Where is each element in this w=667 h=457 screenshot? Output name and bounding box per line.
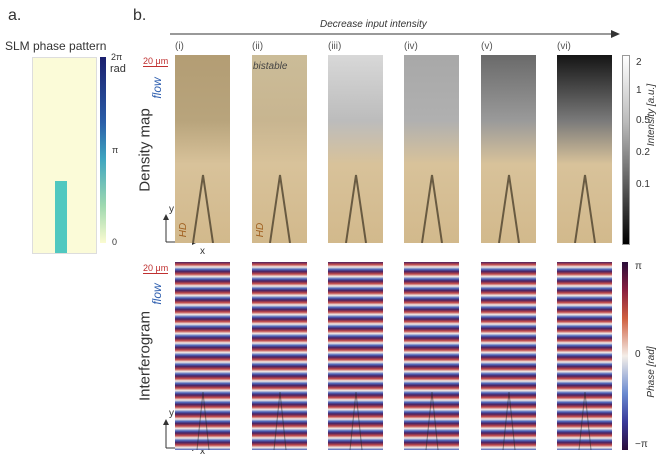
row-label: Density map	[136, 108, 154, 192]
interferogram	[557, 262, 612, 450]
colorbar-tick: 0	[112, 237, 118, 247]
arrow	[170, 30, 620, 38]
interferogram-defect	[273, 391, 287, 450]
hd-label: HD	[255, 222, 266, 238]
colorbar-tick: 0.2	[636, 147, 650, 158]
annotation: bistable	[253, 61, 288, 72]
density-dip	[345, 174, 367, 243]
column-label: (v)	[481, 41, 493, 52]
panel-label: b.	[133, 7, 147, 24]
column-label: (i)	[175, 41, 184, 52]
phase-bar	[55, 181, 67, 253]
panel-title: SLM phase pattern	[5, 39, 107, 53]
interferogram-defect	[578, 391, 592, 450]
column-label: (vi)	[557, 41, 571, 52]
column-label: (iii)	[328, 41, 342, 52]
phase-pattern	[32, 57, 97, 254]
scale-bar: 20 μm	[143, 263, 169, 274]
colorbar-tick: 0.5	[636, 115, 650, 126]
colorbar-unit: rad	[110, 63, 126, 75]
scale-bar: 20 μm	[143, 56, 169, 67]
density-map	[557, 55, 612, 243]
phase-colorbar	[622, 262, 628, 450]
density-map	[252, 55, 307, 243]
colorbar	[100, 57, 106, 243]
density-dip	[498, 174, 520, 243]
axis-label: y	[169, 408, 174, 419]
row-label: Interferogram	[136, 310, 154, 402]
panel-label: a.	[8, 7, 22, 24]
density-dip	[421, 174, 443, 243]
interferogram-defect	[196, 391, 210, 450]
colorbar-tick: −π	[635, 439, 648, 450]
colorbar-title: Phase [rad]	[646, 346, 657, 398]
column-label: (iv)	[404, 41, 418, 52]
density-dip	[269, 174, 291, 243]
interferogram	[175, 262, 230, 450]
density-dip	[574, 174, 596, 243]
flow-label: flow	[150, 77, 164, 99]
density-map	[404, 55, 459, 243]
density-map	[481, 55, 536, 243]
density-map	[328, 55, 383, 243]
interferogram-defect	[502, 391, 516, 450]
intensity-colorbar	[622, 55, 630, 245]
colorbar-title: Intensity [a.u.]	[646, 83, 657, 147]
density-map	[175, 55, 230, 243]
colorbar-tick: 2π	[111, 52, 123, 62]
interferogram	[328, 262, 383, 450]
hd-label: HD	[178, 222, 189, 238]
flow-label: flow	[150, 283, 164, 305]
colorbar-tick: 0	[635, 349, 641, 360]
interferogram	[252, 262, 307, 450]
density-dip	[192, 174, 214, 243]
axis-label: x	[200, 446, 205, 457]
interferogram-defect	[349, 391, 363, 450]
axis-label: y	[169, 204, 174, 215]
arrow-label: Decrease input intensity	[320, 19, 427, 30]
axis-label: x	[200, 246, 205, 257]
colorbar-tick: 1	[636, 85, 642, 96]
colorbar-tick: π	[112, 145, 119, 155]
colorbar-tick: 0.1	[636, 179, 650, 190]
column-label: (ii)	[252, 41, 264, 52]
interferogram	[404, 262, 459, 450]
interferogram	[481, 262, 536, 450]
colorbar-tick: π	[635, 261, 642, 272]
interferogram-defect	[425, 391, 439, 450]
colorbar-tick: 2	[636, 57, 642, 68]
